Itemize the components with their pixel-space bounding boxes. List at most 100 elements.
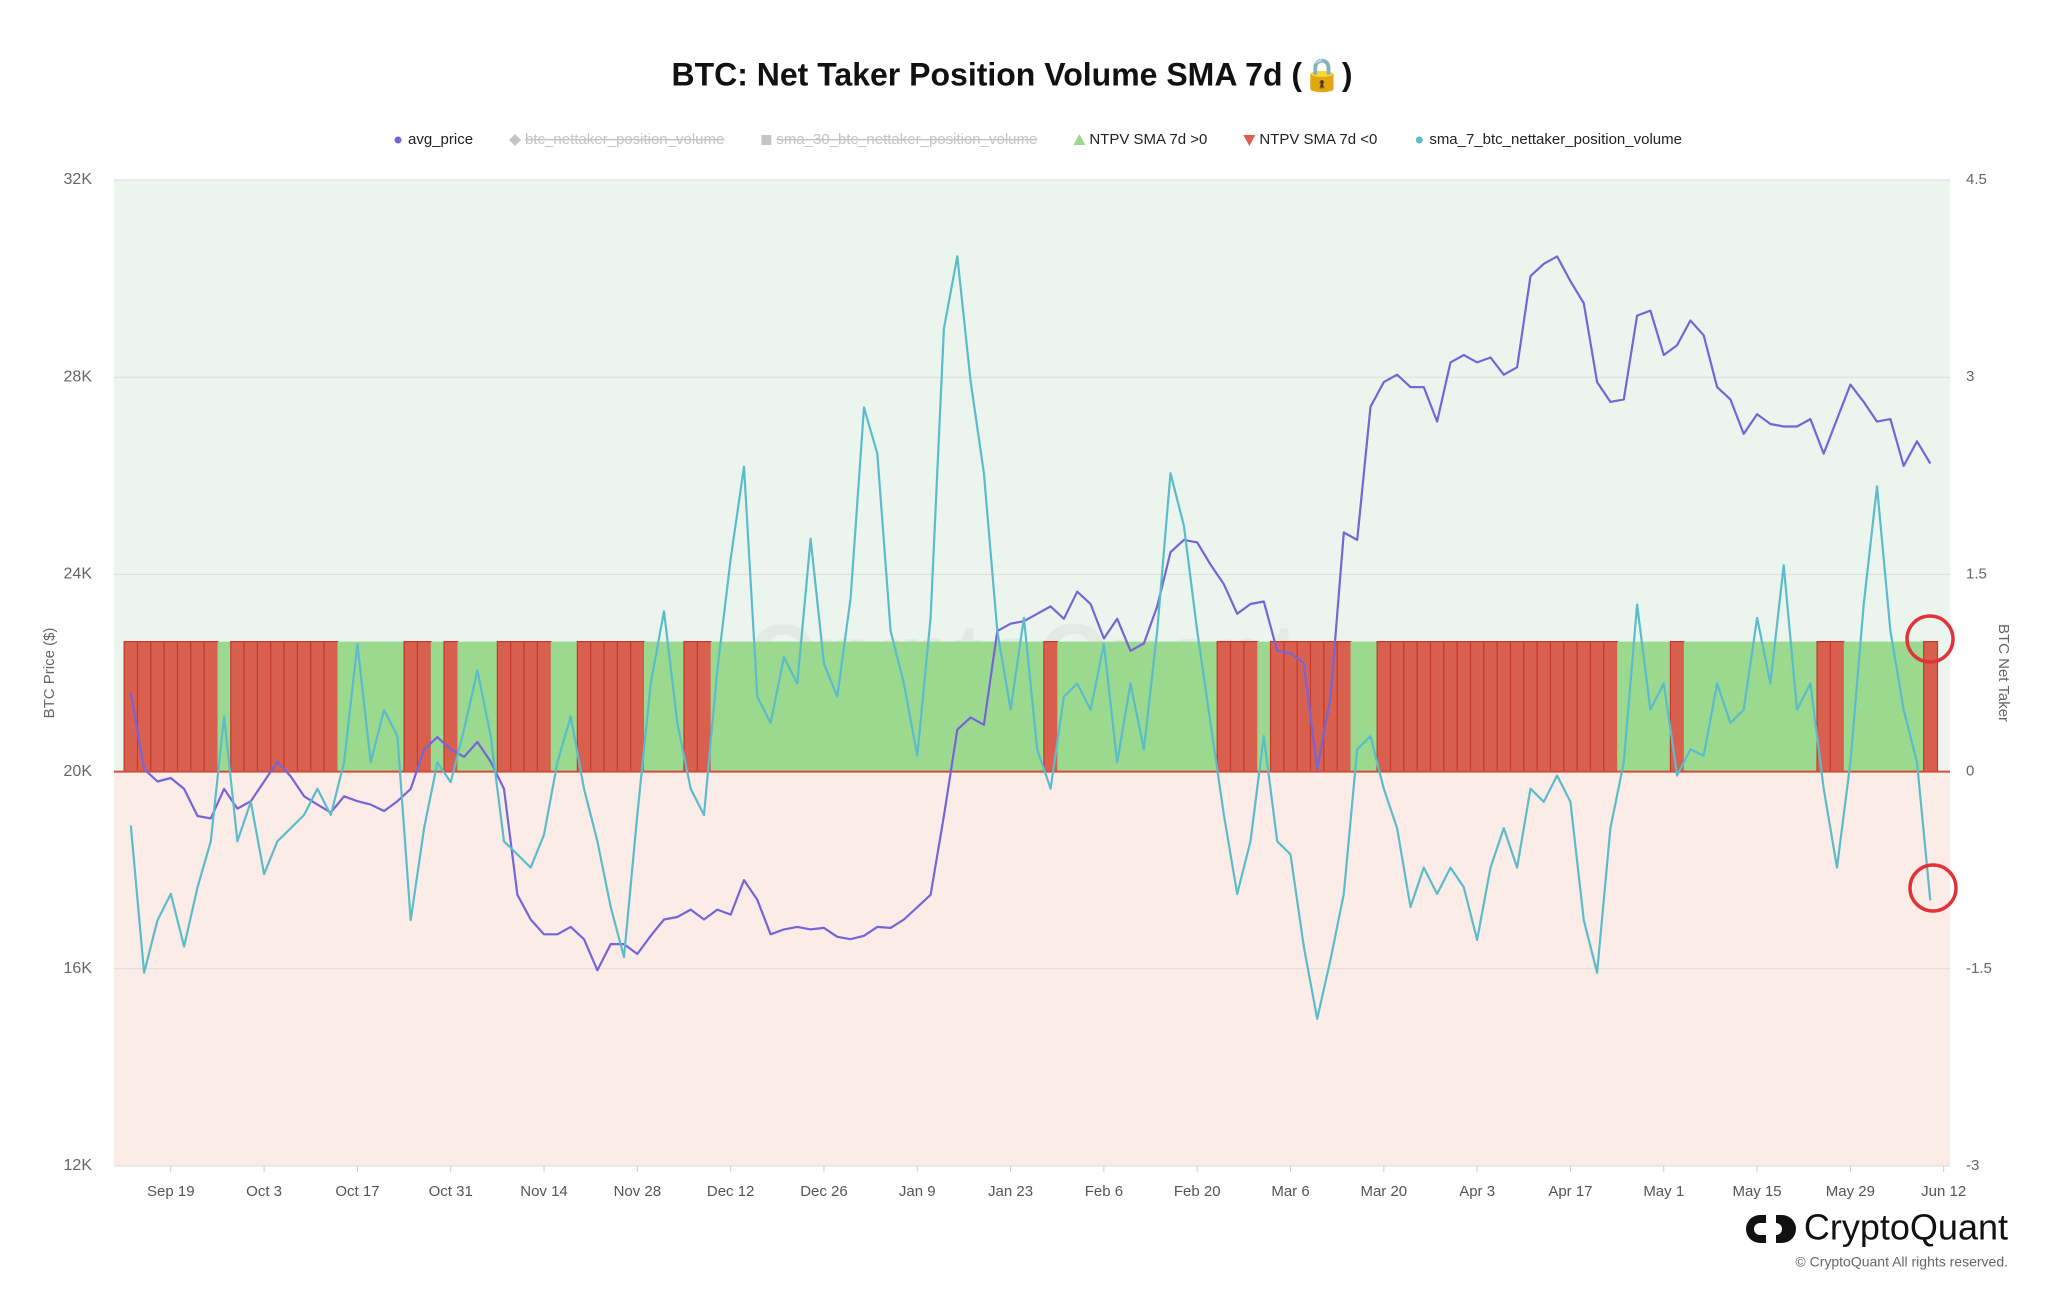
x-tick-label: Mar 6 [1271,1183,1309,1200]
negative-band [1523,640,1539,773]
x-tick-label: Sep 19 [147,1183,195,1200]
positive-band [1110,641,1125,772]
negative-band [576,640,592,773]
negative-band [523,640,539,773]
x-tick-label: Oct 17 [335,1183,379,1200]
x-tick-label: Oct 31 [429,1183,473,1200]
positive-band [390,641,405,772]
y-axis-title: BTC Price ($) [41,628,58,719]
negative-band [203,640,219,773]
legend-marker [1073,134,1086,145]
positive-band [1030,641,1045,772]
x-tick-label: Nov 14 [520,1183,568,1200]
negative-band [1669,640,1685,773]
positive-band [1057,641,1072,772]
negative-band [163,640,179,773]
positive-band [1710,641,1725,772]
x-tick-label: May 1 [1643,1183,1684,1200]
positive-band [1870,641,1885,772]
x-tick-label: Apr 17 [1548,1183,1592,1200]
negative-band [1603,640,1619,773]
labels: 12K 16K 20K 24K 28K 32K -3 -1.5 0 1.5 3 4.5 Sep 19 Oc… [64,171,1992,1200]
negative-band [1576,640,1592,773]
positive-band [657,641,672,772]
legend-marker [761,135,772,145]
series-line [129,255,1932,972]
negative-band [256,640,272,773]
y2-tick-label: -1.5 [1966,960,1992,977]
positive-band [923,641,938,772]
positive-band [990,641,1005,772]
x-tick-label: Oct 3 [246,1183,282,1200]
legend-item[interactable]: NTPV SMA 7d >0 [1073,131,1207,148]
negative-band [1403,640,1419,773]
legend-item[interactable]: btc_nettaker_position_volume [509,131,724,148]
positive-band [870,641,885,772]
negative-band [630,640,646,773]
positive-band [1750,641,1765,772]
negative-band [1229,640,1245,773]
positive-band [723,641,738,772]
positive-band [550,641,565,772]
negative-band [1829,640,1845,773]
x-tick-label: May 15 [1732,1183,1781,1200]
positive-band [1203,641,1218,772]
x-tick-label: Jun 12 [1921,1183,1966,1200]
series-line [129,255,1932,1020]
negative-band [176,640,192,773]
negative-band [536,640,552,773]
legend-label: avg_price [408,131,473,148]
positive-band [1843,641,1858,772]
legend-item[interactable]: avg_price [394,131,474,148]
negative-band [1536,640,1552,773]
legend-item[interactable]: sma_30_btc_nettaker_position_volume [761,131,1037,148]
y-tick-label: 28K [64,368,93,385]
negative-band [403,640,419,773]
positive-band [1350,641,1365,772]
positive-band [364,641,378,772]
positive-band [1123,641,1138,772]
negative-band [1429,640,1445,773]
negative-band [1469,640,1485,773]
logo-icon [1746,1215,1766,1243]
y-tick-label: 24K [64,566,93,583]
negative-band [1376,640,1392,773]
legend-label: NTPV SMA 7d <0 [1259,131,1377,148]
legend-item[interactable]: sma_7_btc_nettaker_position_volume [1415,131,1682,148]
x-tick-label: Nov 28 [614,1183,662,1200]
logo-text: CryptoQuant [1804,1207,2008,1248]
negative-band [1549,640,1565,773]
negative-band [1563,640,1579,773]
x-tick-label: Feb 20 [1174,1183,1221,1200]
positive-band [1763,641,1778,772]
positive-band [1190,641,1205,772]
positive-band [1070,641,1085,772]
chart-title: BTC: Net Taker Position Volume SMA 7d (🔒… [671,56,1352,92]
x-tick-label: Dec 12 [707,1183,755,1200]
negative-band [1483,640,1499,773]
positive-band [977,641,992,772]
x-tick-label: May 29 [1826,1183,1875,1200]
negative-band [243,640,259,773]
positive-band [1883,641,1898,772]
positive-band [737,641,752,772]
y-tick-label: 12K [64,1157,93,1174]
legend-marker [1415,136,1423,144]
negative-band [1443,640,1459,773]
negative-band [1283,640,1299,773]
logo: CryptoQuant [1746,1207,2008,1248]
positive-band [1910,641,1925,772]
positive-band [1617,641,1631,772]
positive-band [950,641,965,772]
negative-band [1509,640,1525,773]
positive-band [430,641,445,772]
positive-band [883,641,898,772]
legend-label: btc_nettaker_position_volume [525,131,724,148]
negative-band [603,640,619,773]
legend-item[interactable]: NTPV SMA 7d <0 [1243,131,1377,148]
negative-band [1323,640,1339,773]
highlight-circle [1908,863,1958,913]
negative-band [150,640,166,773]
positive-band [1657,641,1671,772]
